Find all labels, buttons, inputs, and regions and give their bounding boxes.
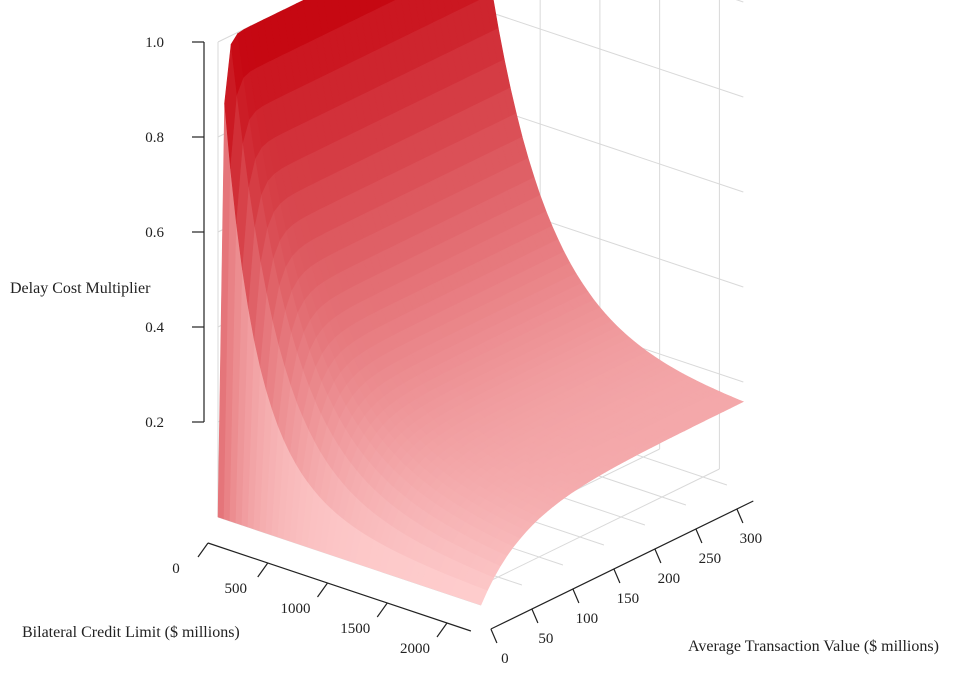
- y-tick-mark: [613, 568, 621, 584]
- y-tick-mark: [695, 528, 703, 544]
- x-axis-title: Bilateral Credit Limit ($ millions): [22, 624, 240, 641]
- z-axis-title: Delay Cost Multiplier: [10, 280, 151, 297]
- x-tick-label: 1500: [340, 621, 370, 637]
- x-axis-line: [207, 542, 472, 632]
- y-axis-line: [490, 500, 754, 630]
- axes: [192, 41, 754, 644]
- y-tick-label: 250: [699, 551, 722, 567]
- y-tick-mark: [736, 508, 744, 524]
- y-tick-mark: [654, 548, 662, 564]
- x-tick-mark: [317, 582, 328, 598]
- tick-labels: 0.2 0.4 0.6 0.8 1.0 0 500 1000 1500 2000 0 50 100 150…: [145, 35, 762, 667]
- z-tick-label: 0.2: [145, 415, 164, 431]
- floor-gridline: [456, 468, 720, 598]
- x-tick-label: 500: [225, 581, 248, 597]
- y-tick-label: 300: [740, 531, 763, 547]
- y-tick-label: 0: [501, 651, 509, 667]
- x-tick-mark: [257, 562, 269, 578]
- x-tick-mark: [197, 542, 209, 558]
- z-tick-label: 0.4: [145, 320, 164, 336]
- y-axis-title: Average Transaction Value ($ millions): [688, 638, 939, 655]
- x-tick-mark: [376, 602, 388, 618]
- surface-patch: [730, 398, 745, 406]
- y-tick-mark: [490, 628, 498, 644]
- z-tick-label: 0.6: [145, 225, 164, 241]
- y-tick-label: 200: [658, 571, 681, 587]
- y-tick-mark: [531, 608, 539, 624]
- z-tick-label: 0.8: [145, 130, 164, 146]
- y-tick-mark: [572, 588, 580, 604]
- z-tick-label: 1.0: [145, 35, 164, 51]
- x-tick-label: 2000: [400, 641, 430, 657]
- side-wall-gridline: [735, 0, 744, 3]
- surface: [217, 0, 745, 606]
- x-tick-label: 1000: [281, 601, 311, 617]
- x-tick-label: 0: [172, 561, 180, 577]
- x-tick-mark: [436, 622, 448, 638]
- y-tick-label: 150: [617, 591, 640, 607]
- side-wall-gridline: [480, 8, 744, 98]
- y-tick-label: 50: [538, 631, 553, 647]
- y-tick-label: 100: [576, 611, 599, 627]
- side-wall-gridline: [480, 103, 744, 193]
